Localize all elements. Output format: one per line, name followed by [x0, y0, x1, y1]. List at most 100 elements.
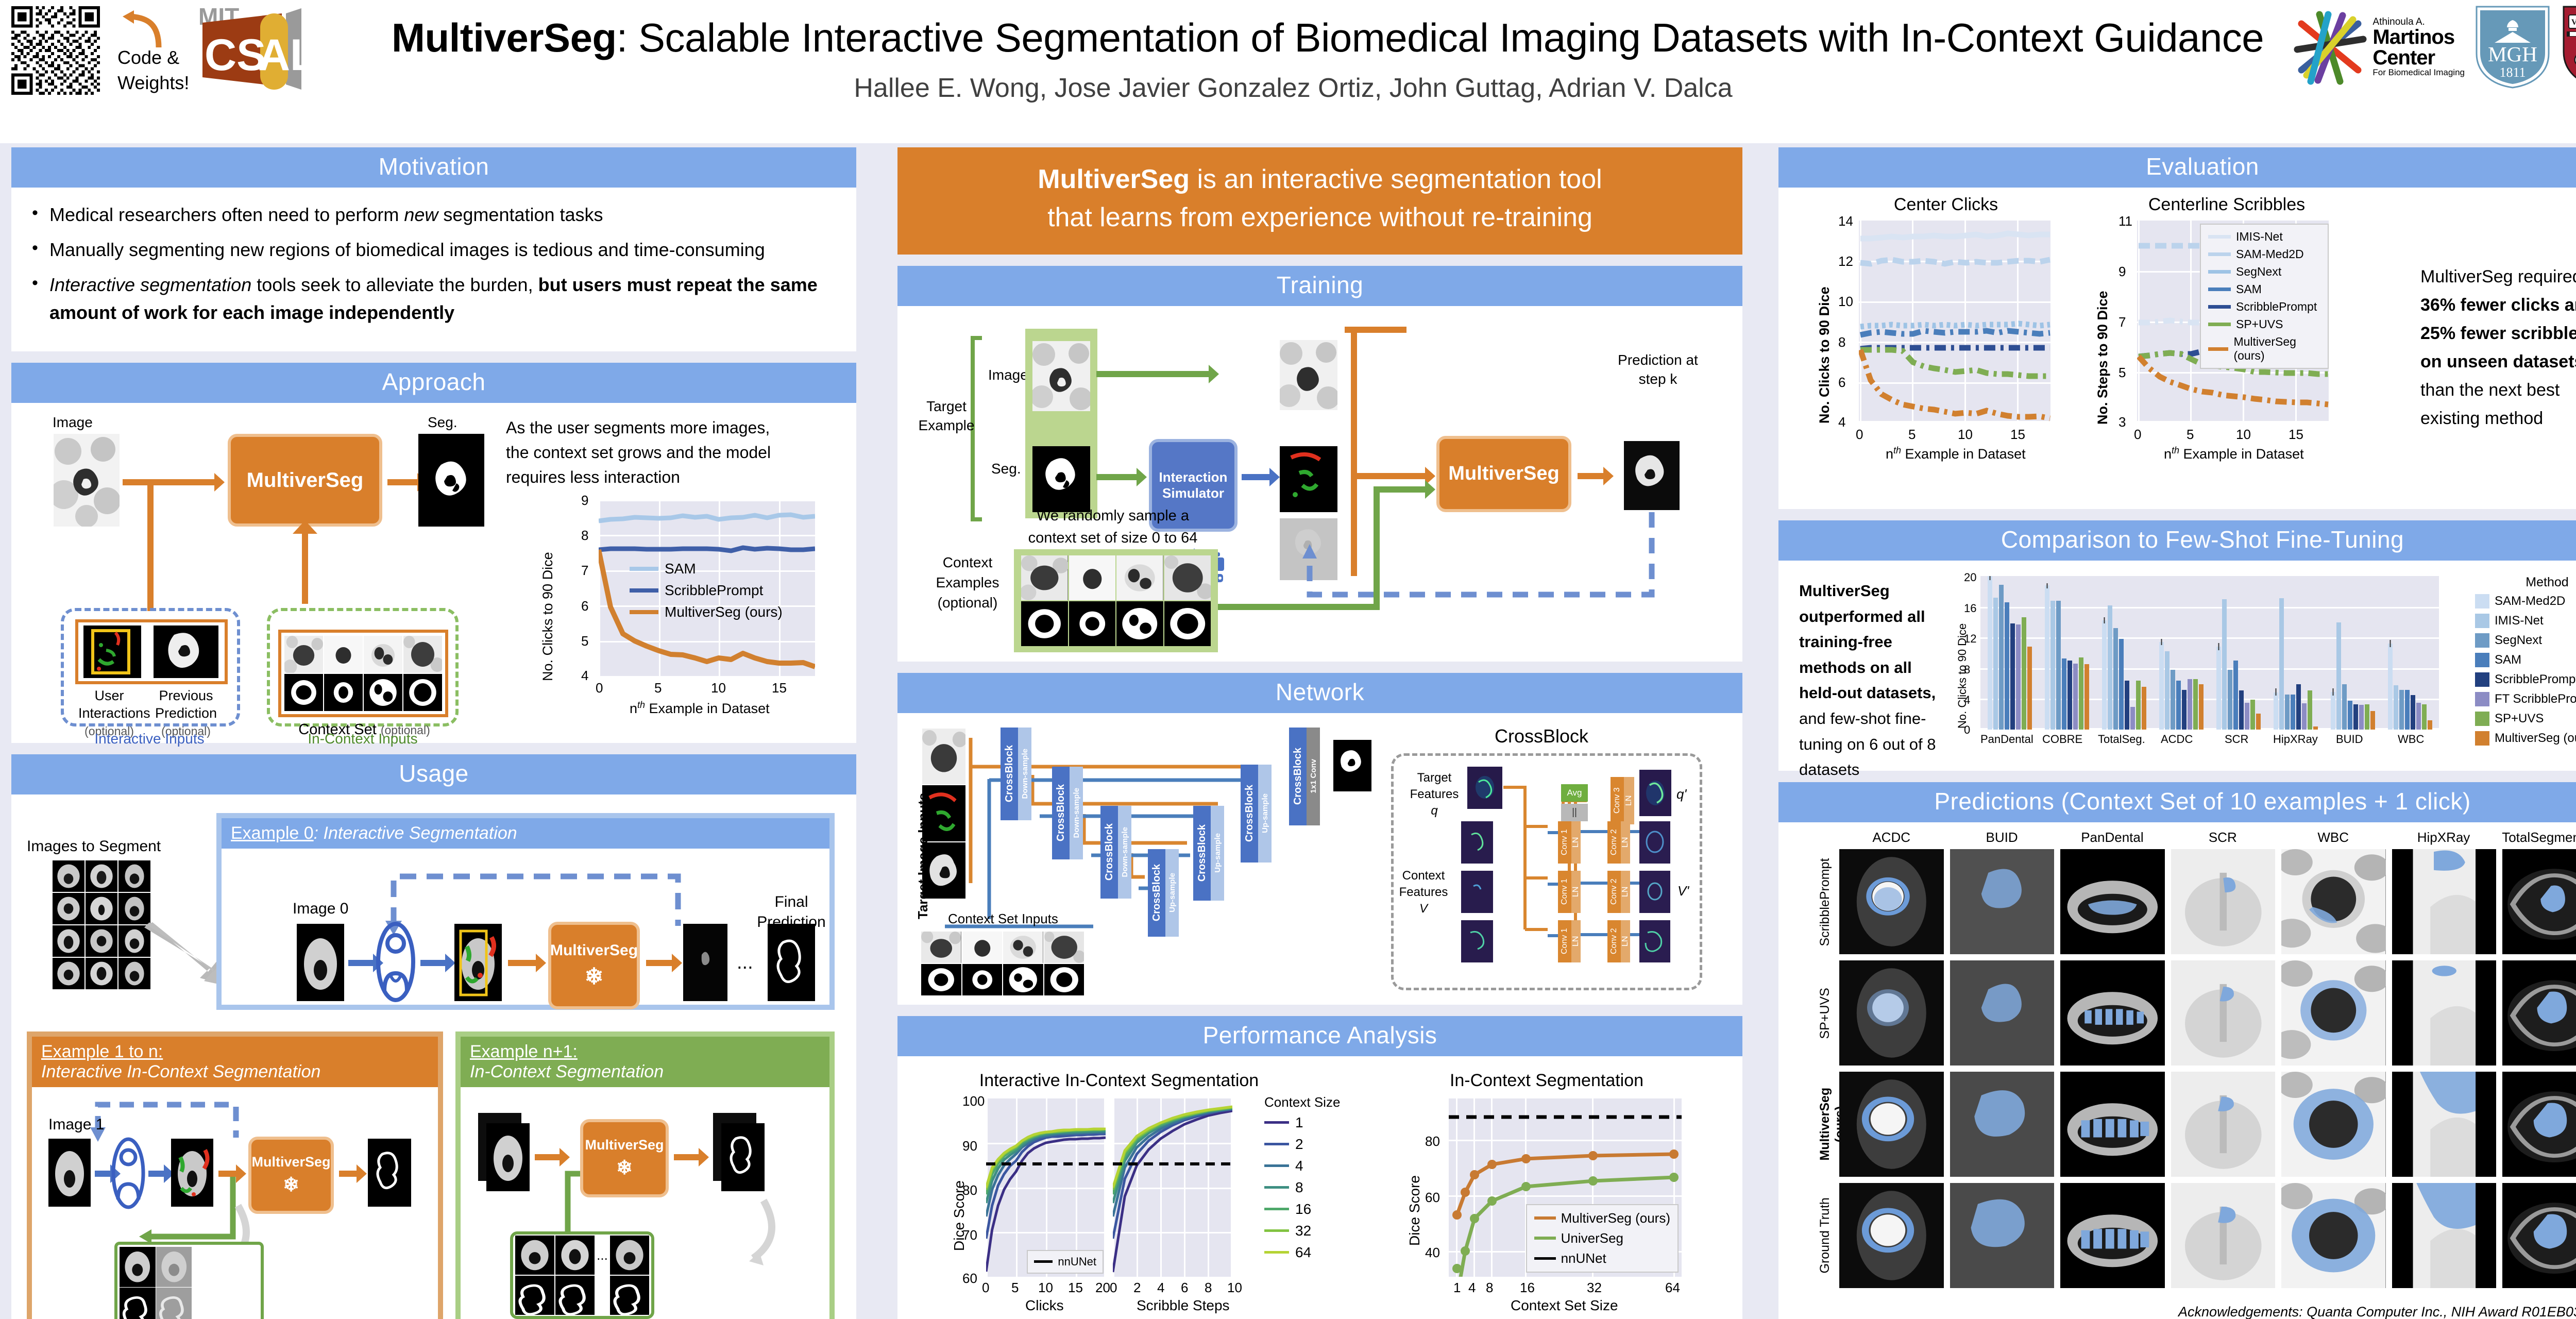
approach-arrow-image-to-model	[123, 473, 225, 492]
network-conv1-column: Conv 1 LN Conv 1 LN Conv 1 LN	[1558, 821, 1581, 962]
perf-scribbles-xlabel: Scribble Steps	[1137, 1297, 1230, 1313]
chart-perf-clicks: Dice Score	[951, 1093, 1110, 1313]
context-image	[324, 636, 363, 673]
context-image	[610, 1236, 649, 1275]
prediction-cell	[1950, 849, 2055, 954]
xtick: 10	[1958, 427, 1973, 442]
pred-col-header: SCR	[2208, 830, 2237, 845]
xtick: 16	[1520, 1279, 1535, 1295]
bullet-text-2: segmentation tasks	[438, 204, 603, 225]
prediction-cell	[2171, 849, 2276, 954]
pred-col-header: ACDC	[1872, 830, 1911, 845]
training-arrow-image-right	[1096, 364, 1219, 383]
network-output-image	[1333, 739, 1371, 791]
network-crossblock-4: CrossBlock Up-sample	[1148, 849, 1179, 937]
training-green-trunk	[1374, 486, 1380, 610]
context-label-image	[555, 1276, 595, 1315]
network-context-grid	[921, 931, 1084, 995]
prediction-cell	[1950, 1183, 2055, 1288]
context-label-image	[921, 963, 961, 995]
context-image	[555, 1236, 595, 1275]
ytick: 8	[1964, 663, 1971, 676]
predictions-heading: Predictions (Context Set of 10 examples …	[1778, 782, 2576, 822]
usage-examplen1-card: Example n+1: In-Context Segmentation	[455, 1031, 835, 1319]
code-weights-label: Code & Weights!	[117, 47, 190, 93]
pred-col-header: BUID	[1986, 830, 2018, 845]
xtick-category: HipXRay	[2273, 733, 2318, 746]
usage-example1n-input-image	[48, 1139, 91, 1207]
approach-interactive-inputs-group	[61, 608, 240, 726]
column-left: Motivation Medical researchers often nee…	[11, 147, 856, 1319]
network-crossblock-5: CrossBlock Up-sample	[1193, 805, 1224, 901]
brain-thumb	[53, 958, 84, 989]
xtick: 8	[1205, 1279, 1212, 1295]
approach-output-seg	[418, 434, 484, 527]
xtick: 10	[1038, 1279, 1053, 1295]
ytick: 60	[1425, 1189, 1440, 1205]
panel-approach: Approach Image MultiverSeg	[11, 363, 856, 747]
authors-line: Hallee E. Wong, Jose Javier Gonzalez Ort…	[854, 73, 1733, 103]
network-crossblock-detail-title: CrossBlock	[1494, 725, 1589, 747]
ytick: 0	[1964, 723, 1971, 736]
harvard-medical-logo: VE RI TAS	[2563, 6, 2576, 78]
context-image	[1116, 555, 1163, 600]
prediction-cell	[2060, 849, 2165, 954]
network-vprime-maps	[1639, 821, 1670, 962]
xtick: 10	[2236, 427, 2251, 442]
prediction-cell	[2281, 1072, 2386, 1177]
eval-clicks-title: Center Clicks	[1893, 195, 1998, 214]
approach-seg-label: Seg.	[428, 414, 457, 430]
xtick-category: PanDental	[1980, 733, 2033, 746]
predictions-row-labels: ScribblePrompt SP+UVS MultiverSeg (ours)…	[1818, 849, 1847, 1288]
prediction-cell	[1950, 1072, 2055, 1177]
context-image	[364, 636, 402, 673]
usage-example1n-prediction-image	[368, 1139, 411, 1207]
xtick: 5	[1908, 427, 1916, 442]
ytick: 14	[1838, 213, 1853, 229]
usage-example1n-arrow1	[95, 1164, 121, 1183]
martinos-line3: Center	[2372, 46, 2435, 69]
approach-interactive-inputs-label: Interactive Inputs	[94, 731, 205, 747]
institution-logos: Athinoula A. Martinos Center For Biomedi…	[2291, 3, 2576, 91]
chart-eval-centerline-scribbles: No. Steps to 90 Dice	[2088, 213, 2355, 496]
training-arrow-seg-to-sim	[1096, 467, 1147, 486]
bullet-bold: but users must repeat the same amount of…	[49, 274, 818, 323]
xtick-category: BUID	[2336, 733, 2363, 746]
chart-perf-incontext: Dice Score	[1402, 1096, 1691, 1318]
approach-connector-arrowhead	[293, 520, 317, 534]
usage-example1n-arrow3	[218, 1164, 246, 1183]
xtick: 0	[2134, 427, 2142, 442]
qr-code-icon[interactable]	[11, 6, 100, 95]
usage-example0-input-image	[297, 924, 344, 1001]
bullet-text: Medical researchers often need to perfor…	[49, 204, 404, 225]
xtick: 10	[711, 680, 726, 696]
panel-network: Network Target Image Inputs	[897, 672, 1742, 1005]
ytick: 5	[581, 633, 589, 649]
context-label-image	[120, 1287, 156, 1319]
approach-previous-prediction-caption: Previous Prediction (optional)	[155, 688, 217, 738]
training-interaction-simulator-box: Interaction Simulator	[1149, 438, 1238, 532]
context-image	[1044, 931, 1084, 963]
usage-example0-card: Example 0: Interactive Segmentation Imag…	[216, 813, 835, 1010]
usage-examplen1-arrow2	[674, 1148, 709, 1166]
network-context-features-label: Context Features V	[1399, 868, 1448, 916]
approach-previous-prediction-image	[154, 625, 218, 678]
usage-example1n-card: Example 1 to n: Interactive In-Context Se…	[27, 1031, 443, 1319]
vprime-feature-map	[1639, 920, 1670, 962]
approach-connector-down	[147, 482, 154, 611]
training-seg-label: Seg.	[991, 460, 1021, 477]
prediction-cell	[2392, 1072, 2497, 1177]
ytick: 12	[1964, 632, 1977, 645]
usage-example1n-feedback-loop	[90, 1102, 250, 1271]
column-middle: MultiverSeg is an interactive segmentati…	[897, 147, 1742, 1319]
pred-col-header: TotalSegmentator	[2502, 830, 2576, 845]
ytick: 8	[1838, 334, 1846, 350]
perf-scribbles-plot-area	[1113, 1098, 1232, 1277]
panel-performance: Performance Analysis Interactive In-Cont…	[897, 1016, 1742, 1319]
context-label-image	[610, 1276, 649, 1315]
ytick: 90	[962, 1138, 977, 1154]
evaluation-heading: Evaluation	[1778, 147, 2576, 188]
approach-chart-xlabel: nth Example in Dataset	[630, 700, 770, 716]
perf-right-title: In-Context Segmentation	[1449, 1070, 1644, 1090]
